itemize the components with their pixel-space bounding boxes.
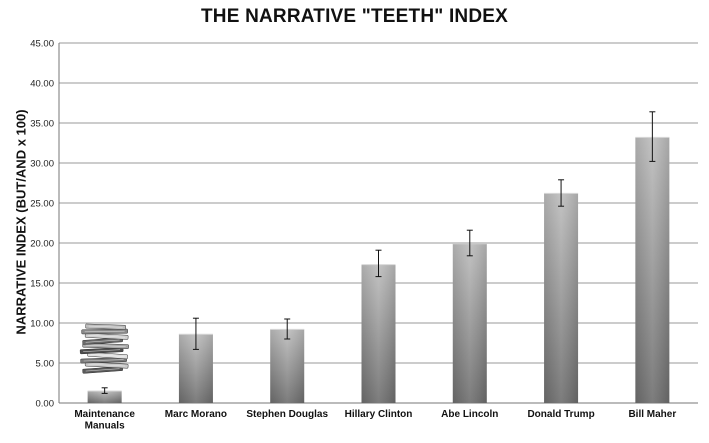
y-tick-label: 35.00 (30, 119, 54, 130)
chart-title: THE NARRATIVE "TEETH" INDEX (200, 6, 509, 27)
y-tick-label: 30.00 (30, 159, 54, 170)
x-tick-label: Donald Trump (527, 409, 594, 420)
bar-shading (452, 243, 487, 403)
book (82, 342, 129, 350)
book (84, 332, 129, 340)
y-tick-label: 5.00 (36, 359, 55, 370)
bar-shading (87, 391, 122, 403)
x-tick-label: Abe Lincoln (441, 409, 498, 420)
book (82, 366, 123, 374)
x-tick-label: Maintenance Manuals (74, 409, 135, 432)
y-tick-label: 0.00 (36, 399, 55, 410)
bar-shading (361, 264, 396, 403)
book (84, 361, 129, 369)
y-tick-label: 40.00 (30, 79, 54, 90)
book (87, 351, 128, 360)
x-tick-label: Bill Maher (628, 409, 676, 420)
y-tick-label: 25.00 (30, 199, 54, 210)
y-tick-label: 15.00 (30, 279, 54, 290)
bar-shading (270, 329, 305, 403)
book (85, 323, 126, 330)
x-tick-label: Stephen Douglas (246, 409, 328, 420)
x-tick-label: Marc Morano (165, 409, 227, 420)
book (82, 337, 123, 345)
x-tick-label: Hillary Clinton (345, 409, 413, 420)
books-stack-icon (79, 323, 129, 374)
bar-shading (544, 193, 579, 403)
book (80, 357, 127, 364)
y-tick-label: 45.00 (30, 39, 54, 50)
y-tick-label: 10.00 (30, 319, 54, 330)
book (81, 328, 128, 335)
book (79, 347, 124, 355)
bar-shading (635, 137, 670, 403)
y-tick-label: 20.00 (30, 239, 54, 250)
